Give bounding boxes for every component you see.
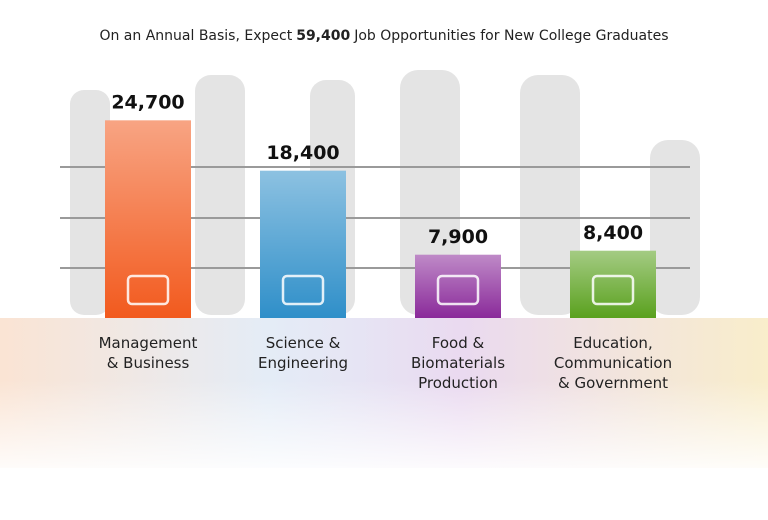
bar-shine (570, 250, 656, 318)
category-label: Management (99, 334, 198, 352)
value-label: 24,700 (111, 91, 184, 113)
bar-icon (591, 274, 635, 306)
bar-icon (126, 274, 170, 306)
category-label: Education, (573, 334, 652, 352)
value-label: 8,400 (583, 222, 643, 244)
title-text: On an Annual Basis, Expect (99, 28, 293, 44)
category-label: Production (418, 374, 498, 392)
category-label: & Business (107, 354, 190, 372)
category-label: Biomaterials (411, 354, 505, 372)
bar-shine (105, 120, 191, 319)
background-figures (70, 70, 700, 315)
category-label: & Government (558, 374, 668, 392)
value-label: 18,400 (266, 142, 339, 164)
bar-icon (436, 274, 480, 306)
bar-shine (415, 254, 501, 318)
title-emphasis: 59,400 (296, 28, 351, 44)
title-text: Job Opportunities for New College Gradua… (354, 28, 669, 44)
bar-icon (281, 274, 325, 306)
bar-shine (260, 170, 346, 318)
category-label: Engineering (258, 354, 348, 372)
category-label: Science & (266, 334, 341, 352)
chart-title: On an Annual Basis, Expect 59,400 Job Oppo… (0, 28, 768, 44)
category-label: Food & (432, 334, 485, 352)
value-label: 7,900 (428, 226, 488, 248)
floor-fade (0, 380, 768, 480)
category-label: Communication (554, 354, 672, 372)
